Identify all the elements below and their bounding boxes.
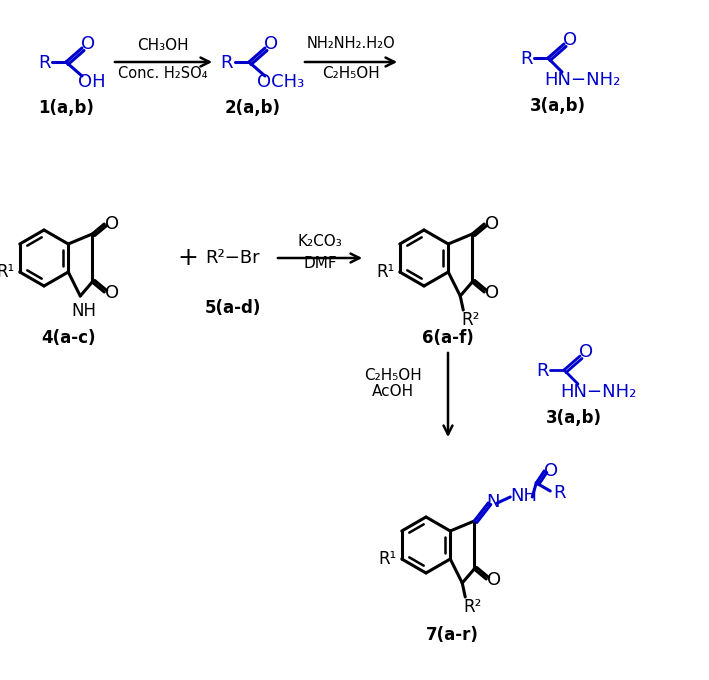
Text: C₂H₅OH: C₂H₅OH [364, 367, 422, 382]
Text: R¹: R¹ [376, 263, 395, 281]
Text: 6(a-f): 6(a-f) [422, 329, 474, 347]
Text: AcOH: AcOH [372, 384, 414, 400]
Text: O: O [105, 215, 119, 233]
Text: O: O [563, 31, 577, 49]
Text: R: R [220, 54, 233, 72]
Text: O: O [487, 571, 501, 589]
Text: R: R [38, 54, 50, 72]
Text: 7(a-r): 7(a-r) [425, 626, 479, 644]
Text: NH₂NH₂.H₂O: NH₂NH₂.H₂O [306, 37, 396, 52]
Text: O: O [105, 284, 119, 302]
Text: 3(a,b): 3(a,b) [546, 409, 602, 427]
Text: NH: NH [510, 487, 537, 505]
Text: O: O [264, 35, 278, 53]
Text: Conc. H₂SO₄: Conc. H₂SO₄ [118, 65, 208, 80]
Text: O: O [485, 215, 499, 233]
Text: R: R [520, 50, 532, 68]
Text: 1(a,b): 1(a,b) [38, 99, 94, 117]
Text: OCH₃: OCH₃ [257, 73, 305, 91]
Text: CH₃OH: CH₃OH [137, 39, 189, 54]
Text: O: O [485, 284, 499, 302]
Text: R¹: R¹ [0, 263, 15, 281]
Text: OH: OH [78, 73, 106, 91]
Text: R¹: R¹ [379, 550, 397, 568]
Text: C₂H₅OH: C₂H₅OH [322, 65, 380, 80]
Text: DMF: DMF [303, 256, 337, 271]
Text: R: R [553, 484, 566, 502]
Text: O: O [579, 343, 593, 361]
Text: R: R [536, 362, 548, 380]
Text: N: N [486, 493, 500, 511]
Text: K₂CO₃: K₂CO₃ [298, 235, 342, 250]
Text: O: O [545, 462, 558, 480]
Text: R²: R² [461, 311, 479, 329]
Text: 4(a-c): 4(a-c) [40, 329, 95, 347]
Text: 3(a,b): 3(a,b) [530, 97, 586, 115]
Text: R²: R² [463, 598, 481, 616]
Text: HN−NH₂: HN−NH₂ [544, 71, 620, 89]
Text: +: + [177, 246, 199, 270]
Text: NH: NH [72, 302, 96, 320]
Text: R²−Br: R²−Br [206, 249, 260, 267]
Text: 2(a,b): 2(a,b) [225, 99, 281, 117]
Text: 5(a-d): 5(a-d) [205, 299, 261, 317]
Text: HN−NH₂: HN−NH₂ [560, 383, 636, 401]
Text: O: O [81, 35, 95, 53]
